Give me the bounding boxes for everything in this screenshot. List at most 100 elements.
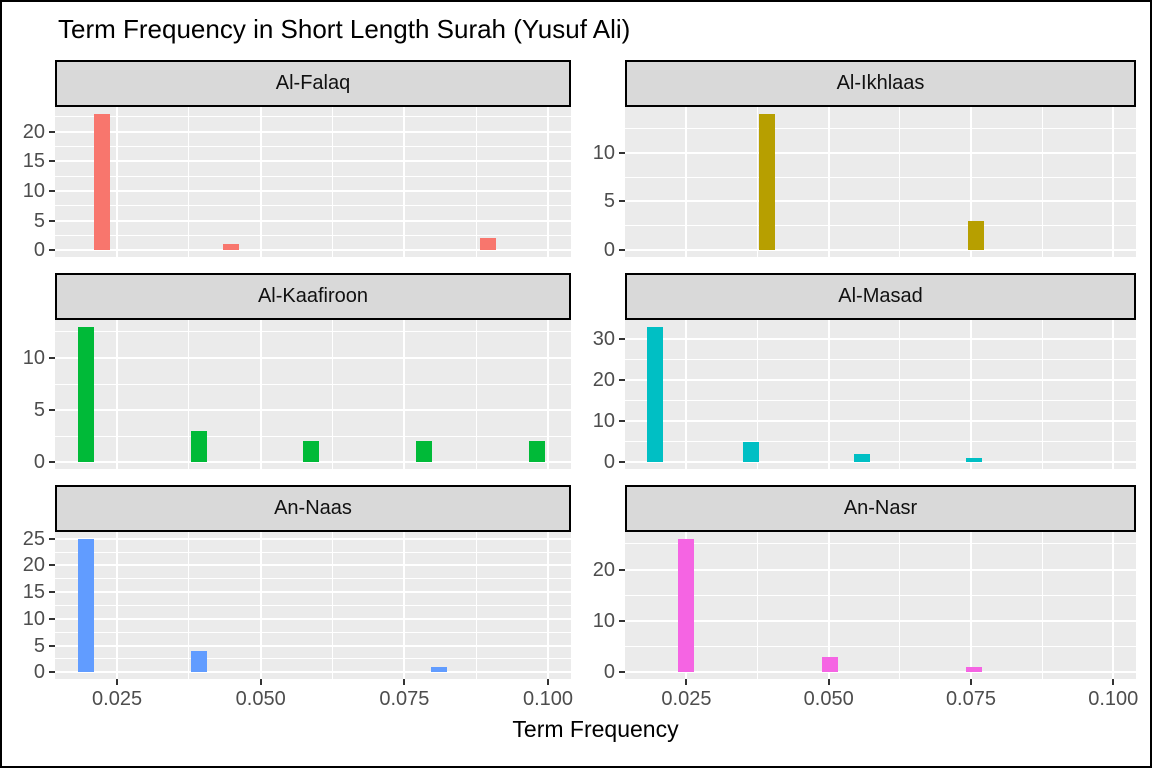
x-axis-tick	[685, 679, 688, 685]
x-axis-tick	[116, 679, 119, 685]
gridline-major-horizontal	[55, 564, 571, 567]
gridline-minor-horizontal	[55, 551, 571, 553]
gridline-major-horizontal	[625, 461, 1136, 464]
gridline-major-horizontal	[55, 130, 571, 133]
gridline-major-horizontal	[55, 591, 571, 594]
gridline-major-vertical	[547, 107, 549, 257]
gridline-major-horizontal	[625, 379, 1136, 382]
y-tick-label: 5	[33, 209, 45, 232]
y-tick-label: 0	[603, 661, 615, 684]
gridline-major-horizontal	[55, 219, 571, 222]
gridline-major-vertical	[685, 320, 688, 469]
gridline-major-vertical	[116, 532, 119, 679]
gridline-minor-horizontal	[55, 631, 571, 633]
gridline-minor-horizontal	[55, 234, 571, 236]
y-axis-tick	[619, 200, 625, 203]
gridline-minor-vertical	[188, 107, 190, 257]
gridline-major-vertical	[969, 107, 972, 257]
facet-panel	[625, 320, 1136, 469]
y-axis-tick	[49, 189, 55, 192]
y-tick-label: 20	[592, 558, 615, 581]
y-tick-label: 30	[592, 328, 615, 351]
facet-strip: Al-Kaafiroon	[55, 273, 571, 320]
histogram-bar	[743, 441, 760, 463]
gridline-minor-horizontal	[625, 543, 1136, 545]
gridline-minor-vertical	[899, 532, 901, 679]
facet-panel	[625, 532, 1136, 679]
gridline-major-horizontal	[625, 619, 1136, 622]
histogram-bar	[822, 656, 839, 673]
gridline-major-vertical	[116, 320, 119, 469]
y-tick-label: 10	[22, 607, 45, 630]
x-axis-tick	[547, 679, 549, 685]
gridline-major-vertical	[685, 107, 688, 257]
gridline-minor-horizontal	[55, 578, 571, 580]
gridline-minor-vertical	[757, 320, 759, 469]
gridline-minor-horizontal	[55, 145, 571, 147]
gridline-major-vertical	[403, 532, 406, 679]
gridline-major-vertical	[827, 532, 830, 679]
y-axis-tick	[49, 357, 55, 360]
gridline-major-vertical	[259, 320, 262, 469]
gridline-major-vertical	[827, 320, 830, 469]
y-axis-tick	[619, 619, 625, 622]
facet-strip-label: Al-Kaafiroon	[257, 285, 369, 307]
y-tick-label: 0	[603, 239, 615, 262]
gridline-major-vertical	[969, 320, 972, 469]
y-axis-tick	[49, 537, 55, 540]
gridline-major-horizontal	[55, 409, 571, 412]
y-axis-tick	[619, 461, 625, 464]
x-tick-label: 0.025	[92, 688, 143, 710]
y-tick-label: 5	[33, 399, 45, 422]
gridline-major-horizontal	[55, 644, 571, 647]
facet-panel	[55, 107, 571, 257]
facet-strip-label: An-Nasr	[843, 497, 918, 519]
gridline-minor-horizontal	[55, 175, 571, 177]
facet-panel	[625, 107, 1136, 257]
facet-strip-label: Al-Masad	[838, 285, 923, 307]
histogram-bar	[966, 458, 983, 463]
gridline-minor-horizontal	[55, 116, 571, 118]
x-tick-label: 0.050	[803, 688, 854, 710]
y-tick-label: 20	[592, 369, 615, 392]
facet-panel	[55, 320, 571, 469]
x-axis-tick	[969, 679, 972, 685]
x-axis-tick	[259, 679, 262, 685]
gridline-minor-horizontal	[55, 205, 571, 207]
x-tick-label: 0.075	[379, 688, 430, 710]
facet-strip-label: An-Naas	[274, 497, 352, 519]
y-tick-label: 0	[33, 661, 45, 684]
y-tick-label: 0	[603, 451, 615, 474]
y-axis-tick	[49, 409, 55, 412]
y-axis-tick	[49, 130, 55, 133]
y-tick-label: 5	[33, 634, 45, 657]
histogram-bar	[78, 326, 95, 463]
gridline-minor-vertical	[475, 320, 477, 469]
gridline-major-horizontal	[55, 461, 571, 464]
gridline-minor-horizontal	[55, 383, 571, 385]
y-axis-tick	[619, 249, 625, 252]
histogram-bar	[431, 666, 448, 673]
gridline-major-horizontal	[55, 189, 571, 192]
gridline-major-horizontal	[625, 568, 1136, 571]
y-tick-label: 20	[22, 120, 45, 143]
gridline-major-vertical	[547, 320, 549, 469]
x-tick-label: 0.075	[945, 688, 996, 710]
x-tick-label: 0.100	[1088, 688, 1139, 710]
gridline-minor-horizontal	[625, 441, 1136, 443]
gridline-major-vertical	[116, 107, 119, 257]
histogram-bar	[758, 113, 775, 251]
y-tick-label: 20	[22, 554, 45, 577]
x-axis-tick	[1112, 679, 1115, 685]
histogram-bar	[967, 220, 984, 251]
y-tick-label: 5	[603, 190, 615, 213]
y-tick-label: 10	[592, 609, 615, 632]
facet-strip: An-Nasr	[625, 485, 1136, 532]
y-axis-tick	[49, 644, 55, 647]
y-axis-tick	[49, 671, 55, 674]
histogram-bar	[78, 538, 95, 673]
x-tick-label: 0.025	[661, 688, 712, 710]
gridline-minor-vertical	[332, 107, 334, 257]
facet-panel	[55, 532, 571, 679]
gridline-minor-vertical	[332, 320, 334, 469]
